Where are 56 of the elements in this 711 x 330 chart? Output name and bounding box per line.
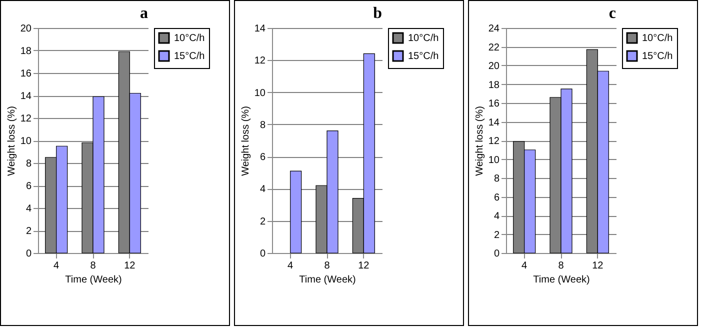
- y-tick-label: 22: [488, 42, 500, 54]
- x-tick-label: 12: [358, 260, 370, 272]
- y-tick-label: 20: [20, 24, 32, 34]
- y-tick-label: 8: [260, 120, 266, 131]
- y-tick-label: 20: [488, 61, 500, 72]
- text: b: [373, 5, 382, 22]
- y-tick-label: 16: [20, 68, 32, 80]
- y-tick-label: 0: [260, 248, 266, 260]
- y-tick-label: 2: [494, 230, 500, 241]
- y-axis-title: Weight loss (%): [240, 106, 252, 176]
- y-tick-label: 8: [494, 174, 500, 184]
- legend-label: 15°C/h: [642, 51, 673, 62]
- x-tick-label: 12: [124, 260, 136, 272]
- legend-label: 15°C/h: [174, 51, 205, 62]
- y-tick-label: 14: [488, 117, 500, 128]
- y-tick-label: 6: [26, 181, 32, 192]
- y-tick-label: 14: [254, 24, 266, 34]
- x-tick-label: 8: [558, 260, 564, 272]
- y-tick-label: 12: [488, 136, 500, 147]
- y-tick-label: 10: [20, 136, 32, 147]
- y-tick-label: 4: [260, 184, 266, 196]
- x-axis-title: Time (Week): [65, 274, 122, 286]
- y-tick-label: 2: [26, 226, 32, 237]
- y-tick-label: 6: [260, 152, 266, 164]
- text: c: [608, 5, 616, 22]
- y-tick-label: 12: [254, 56, 266, 67]
- y-tick-label: 0: [26, 248, 32, 260]
- legend-label: 10°C/h: [174, 33, 205, 44]
- y-tick-label: 6: [494, 192, 500, 204]
- y-tick-label: 18: [20, 46, 32, 57]
- y-tick-label: 14: [20, 91, 32, 102]
- legend-label: 10°C/h: [408, 33, 439, 44]
- y-tick-label: 24: [488, 24, 500, 34]
- y-tick-label: 18: [488, 80, 500, 91]
- legend-label: 15°C/h: [408, 51, 439, 62]
- y-tick-label: 10: [254, 88, 266, 99]
- y-axis-title: Weight loss (%): [474, 106, 486, 176]
- text: a: [140, 5, 148, 22]
- x-tick-label: 12: [592, 260, 604, 272]
- y-tick-label: 0: [494, 248, 500, 260]
- legend-label: 10°C/h: [642, 33, 673, 44]
- y-tick-label: 16: [488, 98, 500, 110]
- x-axis-title: Time (Week): [299, 274, 356, 286]
- x-tick-label: 4: [54, 260, 60, 272]
- y-tick-label: 12: [20, 114, 32, 124]
- x-tick-label: 8: [324, 260, 330, 272]
- x-tick-label: 8: [90, 260, 96, 272]
- x-tick-label: 4: [522, 260, 528, 272]
- y-tick-label: 4: [26, 204, 32, 214]
- x-tick-label: 4: [288, 260, 294, 272]
- y-tick-label: 10: [488, 154, 500, 166]
- y-tick-label: 2: [260, 216, 266, 228]
- y-tick-label: 8: [26, 158, 32, 170]
- x-axis-title: Time (Week): [533, 274, 590, 286]
- y-tick-label: 4: [494, 211, 500, 222]
- y-axis-title: Weight loss (%): [6, 106, 18, 176]
